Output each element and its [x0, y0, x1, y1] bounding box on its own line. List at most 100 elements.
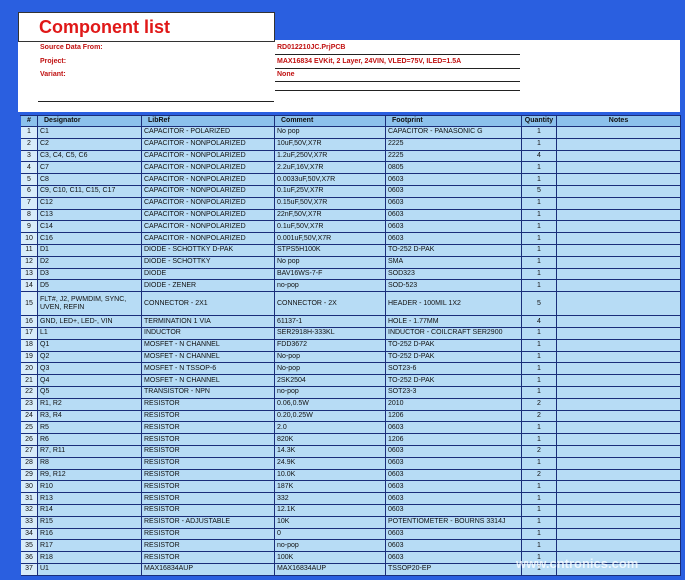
- cell: 2SK2504: [275, 375, 386, 387]
- cell: 6: [21, 186, 38, 198]
- cell: FLT#, J2, PWMDIM, SYNC, UVEN, REFIN: [38, 292, 142, 317]
- notes-cell: [557, 446, 681, 458]
- cell: 1: [522, 256, 557, 269]
- cell: 0.1uF,25V,X7R: [275, 186, 386, 198]
- cell: CAPACITOR - POLARIZED: [142, 127, 275, 139]
- cell: 10.0K: [275, 469, 386, 482]
- cell: RESISTOR: [142, 540, 275, 553]
- cell: 11: [21, 245, 38, 257]
- rule: [275, 81, 520, 82]
- cell: BAV16WS-7-F: [275, 268, 386, 281]
- cell: C1: [38, 127, 142, 139]
- cell: DIODE - SCHOTTKY D-PAK: [142, 245, 275, 257]
- cell: 0.001uF,50V,X7R: [275, 233, 386, 245]
- table: # Designator LibRef Comment Footprint Quantit…: [20, 115, 681, 576]
- notes-cell: [557, 316, 681, 328]
- cell: C12: [38, 197, 142, 210]
- cell: 1: [522, 493, 557, 505]
- field-value: None: [277, 71, 295, 78]
- cell: DIODE: [142, 268, 275, 281]
- notes-cell: [557, 328, 681, 340]
- notes-cell: [557, 375, 681, 387]
- cell: 1: [522, 339, 557, 352]
- cell: no-pop: [275, 387, 386, 399]
- notes-cell: [557, 138, 681, 151]
- cell: 22nF,50V,X7R: [275, 209, 386, 222]
- cell: RESISTOR: [142, 481, 275, 494]
- cell: L1: [38, 328, 142, 340]
- cell: 17: [21, 328, 38, 340]
- cell: 0603: [386, 174, 522, 186]
- cell: C9, C10, C11, C15, C17: [38, 186, 142, 198]
- cell: TO-252 D-PAK: [386, 375, 522, 387]
- cell: MOSFET - N CHANNEL: [142, 375, 275, 387]
- notes-cell: [557, 351, 681, 364]
- cell: 16: [21, 316, 38, 328]
- cell: No pop: [275, 256, 386, 269]
- watermark: www.cntronics.com: [516, 556, 639, 571]
- cell: CONNECTOR - 2X: [275, 292, 386, 317]
- notes-cell: [557, 186, 681, 198]
- cell: GND, LED+, LED-, VIN: [38, 316, 142, 328]
- field-label: Project:: [40, 57, 67, 65]
- cell: DIODE - ZENER: [142, 280, 275, 293]
- cell: 1: [522, 540, 557, 553]
- notes-cell: [557, 197, 681, 210]
- cell: SMA: [386, 256, 522, 269]
- cell: 1: [522, 268, 557, 281]
- rule: [275, 54, 520, 55]
- cell: 22: [21, 387, 38, 399]
- cell: RESISTOR: [142, 493, 275, 505]
- cell: 2010: [386, 398, 522, 411]
- cell: 5: [21, 174, 38, 186]
- cell: TO-252 D-PAK: [386, 339, 522, 352]
- cell: 33: [21, 516, 38, 529]
- cell: 29: [21, 469, 38, 482]
- cell: No-pop: [275, 351, 386, 364]
- cell: CAPACITOR - NONPOLARIZED: [142, 221, 275, 234]
- cell: U1: [38, 564, 142, 576]
- notes-cell: [557, 528, 681, 541]
- cell: 23: [21, 398, 38, 411]
- cell: RESISTOR: [142, 446, 275, 458]
- cell: R6: [38, 434, 142, 446]
- cell: 0603: [386, 481, 522, 494]
- cell: RESISTOR: [142, 398, 275, 411]
- cell: Q4: [38, 375, 142, 387]
- cell: SOT23-6: [386, 363, 522, 376]
- cell: D2: [38, 256, 142, 269]
- cell: 4: [522, 150, 557, 163]
- cell: Q5: [38, 387, 142, 399]
- cell: STPS5H100K: [275, 245, 386, 257]
- cell: 1: [522, 422, 557, 435]
- cell: C8: [38, 174, 142, 186]
- notes-cell: [557, 339, 681, 352]
- cell: 27: [21, 446, 38, 458]
- rule: [38, 101, 274, 102]
- cell: 20: [21, 363, 38, 376]
- notes-cell: [557, 233, 681, 245]
- cell: 10K: [275, 516, 386, 529]
- cell: 1206: [386, 434, 522, 446]
- cell: R3, R4: [38, 410, 142, 423]
- cell: C3, C4, C5, C6: [38, 150, 142, 163]
- cell: MOSFET - N CHANNEL: [142, 339, 275, 352]
- notes-cell: [557, 292, 681, 317]
- cell: 1: [522, 209, 557, 222]
- cell: R14: [38, 505, 142, 517]
- cell: Q2: [38, 351, 142, 364]
- cell: 26: [21, 434, 38, 446]
- column-header: Notes: [557, 116, 681, 127]
- notes-cell: [557, 481, 681, 494]
- cell: no-pop: [275, 280, 386, 293]
- notes-cell: [557, 434, 681, 446]
- cell: 1: [522, 363, 557, 376]
- notes-cell: [557, 363, 681, 376]
- cell: CAPACITOR - PANASONIC G: [386, 127, 522, 139]
- cell: 2225: [386, 150, 522, 163]
- cell: 0603: [386, 540, 522, 553]
- cell: 0603: [386, 221, 522, 234]
- cell: CAPACITOR - NONPOLARIZED: [142, 162, 275, 175]
- cell: CAPACITOR - NONPOLARIZED: [142, 186, 275, 198]
- cell: 28: [21, 457, 38, 470]
